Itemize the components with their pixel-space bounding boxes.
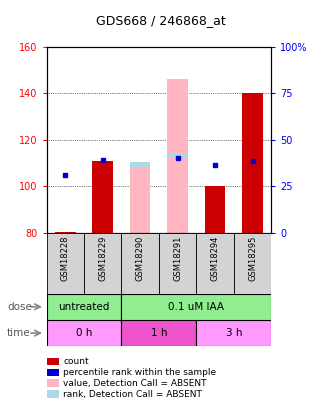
Bar — [121, 320, 196, 346]
Text: rank, Detection Call = ABSENT: rank, Detection Call = ABSENT — [63, 390, 202, 399]
Text: GSM18295: GSM18295 — [248, 236, 257, 281]
Bar — [121, 294, 271, 320]
Bar — [167, 79, 188, 233]
Text: percentile rank within the sample: percentile rank within the sample — [63, 368, 216, 377]
Text: count: count — [63, 357, 89, 366]
Text: untreated: untreated — [58, 302, 110, 312]
Text: 3 h: 3 h — [226, 328, 242, 338]
Text: GSM18228: GSM18228 — [61, 236, 70, 281]
Bar — [47, 320, 121, 346]
Bar — [47, 294, 121, 320]
Text: GSM18291: GSM18291 — [173, 236, 182, 281]
Text: time: time — [7, 328, 31, 338]
Bar — [234, 233, 271, 294]
Bar — [130, 162, 151, 168]
Text: GSM18229: GSM18229 — [98, 236, 107, 281]
Bar — [242, 93, 263, 233]
Bar — [167, 153, 188, 158]
Text: value, Detection Call = ABSENT: value, Detection Call = ABSENT — [63, 379, 207, 388]
Bar — [196, 233, 234, 294]
Text: 1 h: 1 h — [151, 328, 167, 338]
Bar — [196, 320, 271, 346]
Text: GDS668 / 246868_at: GDS668 / 246868_at — [96, 14, 225, 27]
Text: 0 h: 0 h — [76, 328, 92, 338]
Bar — [55, 232, 75, 233]
Bar — [121, 233, 159, 294]
Bar — [47, 233, 84, 294]
Text: GSM18290: GSM18290 — [136, 236, 145, 281]
Text: 0.1 uM IAA: 0.1 uM IAA — [168, 302, 224, 312]
Bar — [84, 233, 121, 294]
Bar — [130, 168, 151, 233]
Bar — [159, 233, 196, 294]
Bar — [92, 161, 113, 233]
Text: GSM18294: GSM18294 — [211, 236, 220, 281]
Text: dose: dose — [7, 302, 32, 312]
Bar — [205, 186, 225, 233]
